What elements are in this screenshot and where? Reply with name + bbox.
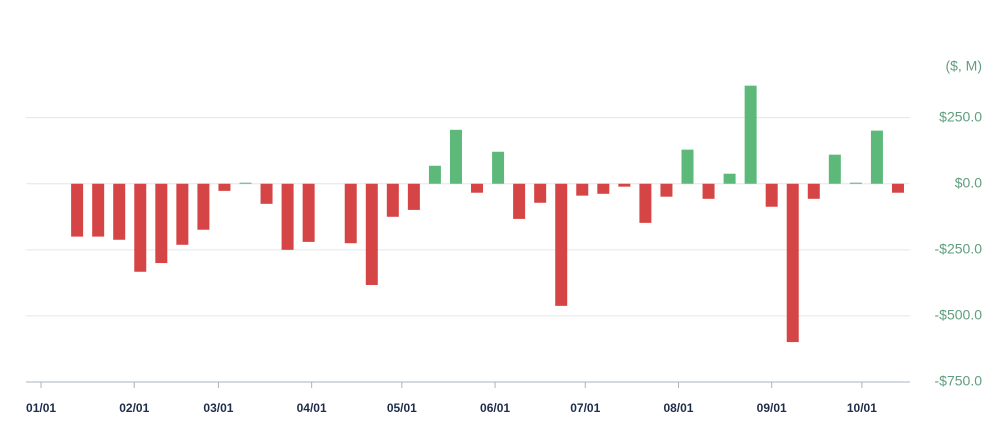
bar <box>744 85 757 184</box>
bar <box>639 183 652 223</box>
bar <box>71 183 84 237</box>
x-tick-label: 01/01 <box>26 401 56 415</box>
bar <box>702 183 715 199</box>
y-tick-label: $250.0 <box>939 108 982 124</box>
y-tick-label: -$500.0 <box>935 307 983 323</box>
bar <box>765 183 778 207</box>
bar <box>492 151 505 184</box>
x-tick-label: 09/01 <box>757 401 787 415</box>
bar <box>681 149 694 184</box>
x-tick-label: 03/01 <box>203 401 233 415</box>
bar <box>407 183 420 210</box>
bar <box>428 165 441 184</box>
bar <box>218 183 231 191</box>
x-tick-label: 07/01 <box>570 401 600 415</box>
bar <box>344 183 357 244</box>
bar <box>534 183 547 203</box>
bar <box>807 183 820 199</box>
bar <box>176 183 189 245</box>
bar <box>618 183 631 187</box>
x-tick-label: 05/01 <box>387 401 417 415</box>
x-tick-label: 02/01 <box>119 401 149 415</box>
bar <box>197 183 210 230</box>
x-tick-label: 06/01 <box>480 401 510 415</box>
bar <box>155 183 168 264</box>
bar <box>386 183 399 217</box>
bar <box>723 173 736 184</box>
bar <box>576 183 589 196</box>
bar <box>302 183 315 242</box>
bar <box>113 183 126 240</box>
bar <box>281 183 294 250</box>
bar <box>449 129 462 184</box>
bar <box>828 154 841 184</box>
bar <box>471 183 484 193</box>
x-tick-label: 10/01 <box>847 401 877 415</box>
bar <box>597 183 610 194</box>
y-tick-label: -$750.0 <box>935 373 983 389</box>
bar <box>891 183 904 193</box>
x-tick-label: 04/01 <box>297 401 327 415</box>
bar <box>513 183 526 219</box>
bar <box>134 183 147 272</box>
bar <box>239 182 252 184</box>
unit-label: ($, M) <box>945 58 982 74</box>
y-tick-label: $0.0 <box>955 174 982 190</box>
bar <box>849 182 862 184</box>
bar <box>365 183 378 285</box>
bar <box>870 130 883 184</box>
bar <box>92 183 105 237</box>
x-tick-label: 08/01 <box>663 401 693 415</box>
bar <box>786 183 799 343</box>
y-tick-label: -$250.0 <box>935 241 983 257</box>
bar <box>660 183 673 197</box>
bar <box>555 183 568 306</box>
bar <box>260 183 273 204</box>
